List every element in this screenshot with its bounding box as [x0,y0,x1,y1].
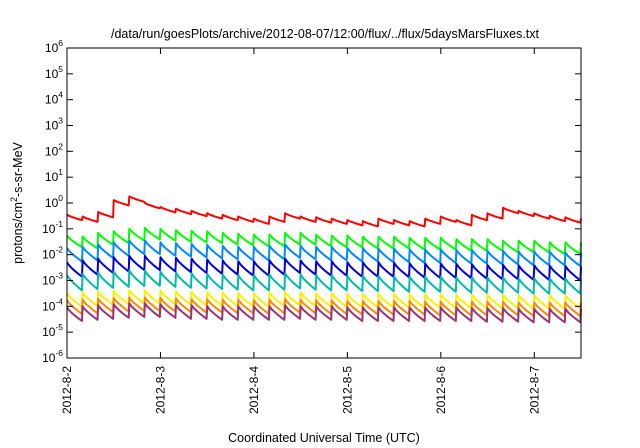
series-line-4 [66,254,582,282]
y-tick-base: 10 [42,222,56,236]
y-tick-label: 10-5 [42,322,63,339]
x-tick-label: 2012-8-6 [434,366,448,414]
y-tick-label: 10-6 [42,348,63,365]
y-tick-exponent: 0 [58,193,63,203]
y-tick-base: 10 [45,144,59,158]
y-tick-label: 100 [45,193,63,210]
series-line-5 [66,269,582,295]
y-tick-label: 103 [45,116,63,133]
y-tick-label: 10-2 [42,245,63,262]
y-tick-base: 10 [45,196,59,210]
y-tick-base: 10 [45,170,59,184]
y-tick-exponent: 4 [58,90,63,100]
x-axis-label: Coordinated Universal Time (UTC) [228,431,420,445]
y-tick-exponent: -4 [55,296,63,306]
x-tick-label: 2012-8-2 [60,366,74,414]
series-line-3 [66,239,582,268]
y-tick-label: 105 [45,64,63,81]
y-tick-label: 10-3 [42,271,63,288]
y-tick-exponent: -1 [55,219,63,229]
series-line-1 [66,195,582,228]
y-tick-base: 10 [45,41,59,55]
y-tick-label: 10-1 [42,219,63,236]
y-tick-exponent: -3 [55,271,63,281]
y-tick-label: 106 [45,38,63,55]
y-tick-label: 102 [45,141,63,158]
y-tick-base: 10 [42,248,56,262]
y-tick-exponent: -5 [55,322,63,332]
x-axis: 2012-8-2 2012-8-3 2012-8-4 2012-8-5 2012-8-6… [60,48,541,414]
y-tick-exponent: 3 [58,116,63,126]
y-tick-label: 10-4 [42,296,63,313]
y-tick-label: 104 [45,90,63,107]
x-tick-label: 2012-8-5 [340,366,354,414]
y-tick-exponent: -2 [55,245,63,255]
series-line-6 [66,289,582,310]
series-line-2 [66,226,582,256]
y-axis-label: protons/cm2-s-sr-MeV [9,141,25,263]
y-axis-label-prefix: protons/cm [11,202,25,264]
x-tick-label: 2012-8-4 [247,366,261,414]
y-tick-base: 10 [42,325,56,339]
y-tick-base: 10 [42,299,56,313]
x-tick-label: 2012-8-7 [527,366,541,414]
series-line-8 [66,302,582,324]
y-tick-exponent: 1 [58,167,63,177]
plot-lines [66,195,582,324]
y-axis-label-superscript: 2 [9,197,19,202]
y-tick-exponent: -6 [55,348,63,358]
y-axis-label-suffix: -s-sr-MeV [11,141,25,197]
y-tick-exponent: 6 [58,38,63,48]
series-line-7 [66,296,582,318]
y-tick-base: 10 [45,67,59,81]
y-tick-label: 101 [45,167,63,184]
y-tick-base: 10 [45,93,59,107]
y-tick-base: 10 [42,351,56,365]
y-axis: 10610510410310210110010-110-210-310-410-… [42,38,581,365]
y-tick-base: 10 [42,274,56,288]
y-tick-exponent: 2 [58,141,63,151]
y-tick-base: 10 [45,119,59,133]
chart-title: /data/run/goesPlots/archive/2012-08-07/1… [111,27,540,41]
y-tick-exponent: 5 [58,64,63,74]
x-tick-label: 2012-8-3 [153,366,167,414]
